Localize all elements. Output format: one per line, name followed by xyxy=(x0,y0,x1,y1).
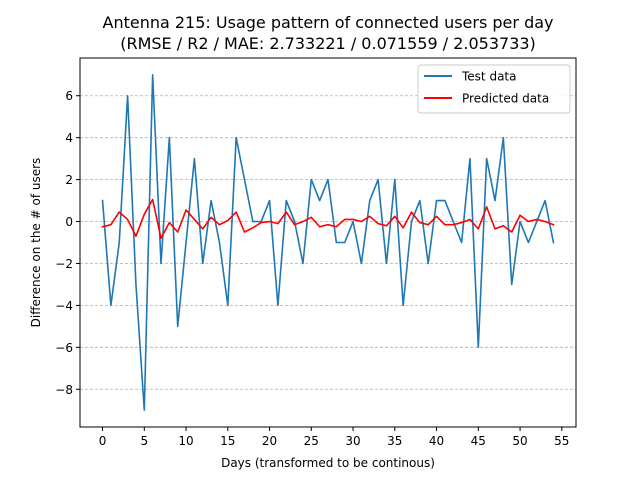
y-tick-label: −8 xyxy=(55,383,73,397)
y-axis-label: Difference on the # of users xyxy=(29,158,43,328)
x-axis: 0 5 10 15 20 25 30 35 40 45 50 55 xyxy=(99,427,569,448)
x-tick-label: 25 xyxy=(304,434,319,448)
x-tick-label: 30 xyxy=(345,434,360,448)
x-tick-label: 40 xyxy=(429,434,444,448)
y-tick-label: −4 xyxy=(55,299,73,313)
y-axis: −8 −6 −4 −2 0 2 4 6 xyxy=(55,89,80,397)
series-layer xyxy=(101,73,555,412)
x-tick-label: 5 xyxy=(140,434,148,448)
legend-label-predicted: Predicted data xyxy=(462,92,549,106)
x-tick-label: 0 xyxy=(99,434,107,448)
x-axis-label: Days (transformed to be continous) xyxy=(221,456,435,470)
x-tick-label: 50 xyxy=(512,434,527,448)
plot-frame xyxy=(79,57,577,428)
chart-title: Antenna 215: Usage pattern of connected … xyxy=(103,13,554,32)
x-tick-label: 20 xyxy=(262,434,277,448)
x-tick-label: 10 xyxy=(178,434,193,448)
y-tick-label: −2 xyxy=(55,257,73,271)
y-tick-label: −6 xyxy=(55,341,73,355)
grid-lines xyxy=(80,95,576,390)
y-tick-label: 0 xyxy=(65,215,73,229)
y-tick-label: 4 xyxy=(65,131,73,145)
y-tick-label: 2 xyxy=(65,173,73,187)
legend-label-test: Test data xyxy=(461,70,516,84)
series-line-test-data xyxy=(101,73,555,412)
chart-subtitle: (RMSE / R2 / MAE: 2.733221 / 0.071559 / … xyxy=(120,34,536,53)
x-tick-label: 45 xyxy=(471,434,486,448)
legend-box xyxy=(417,64,571,114)
x-tick-label: 55 xyxy=(554,434,569,448)
legend: Test data Predicted data xyxy=(417,64,571,114)
x-tick-label: 35 xyxy=(387,434,402,448)
series-line-predicted-data xyxy=(101,198,555,240)
x-tick-label: 15 xyxy=(220,434,235,448)
y-tick-label: 6 xyxy=(65,89,73,103)
